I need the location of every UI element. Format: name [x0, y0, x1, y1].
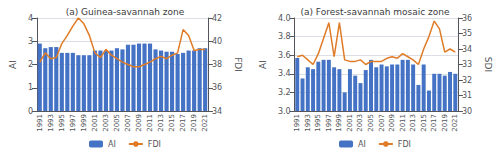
svg-text:1993: 1993	[304, 114, 312, 132]
svg-text:33: 33	[462, 60, 472, 69]
svg-text:2: 2	[28, 60, 33, 69]
svg-text:2005: 2005	[367, 114, 375, 132]
svg-text:2013: 2013	[409, 114, 417, 132]
svg-text:3.2: 3.2	[278, 88, 291, 97]
svg-text:32: 32	[462, 76, 472, 85]
svg-text:AI: AI	[258, 60, 268, 69]
svg-text:2015: 2015	[168, 114, 176, 132]
svg-text:2015: 2015	[420, 114, 428, 132]
svg-text:2019: 2019	[190, 114, 198, 132]
svg-text:3.6: 3.6	[278, 51, 291, 60]
svg-text:2009: 2009	[388, 114, 396, 132]
svg-text:40: 40	[212, 37, 222, 46]
svg-text:34: 34	[462, 45, 472, 54]
svg-text:1: 1	[28, 83, 33, 92]
svg-text:34: 34	[212, 107, 222, 116]
svg-text:35: 35	[462, 29, 472, 38]
svg-text:FDI: FDI	[233, 57, 243, 72]
svg-text:2013: 2013	[157, 114, 165, 132]
svg-text:2021: 2021	[201, 114, 209, 132]
svg-text:30: 30	[462, 107, 472, 116]
svg-text:1999: 1999	[335, 114, 343, 132]
svg-text:AI: AI	[8, 60, 18, 69]
svg-text:38: 38	[212, 60, 222, 69]
svg-text:1997: 1997	[325, 114, 333, 132]
svg-text:2005: 2005	[113, 114, 121, 132]
svg-text:FDI: FDI	[398, 140, 411, 149]
svg-text:36: 36	[462, 14, 472, 23]
svg-text:4: 4	[28, 14, 33, 23]
svg-text:42: 42	[212, 14, 222, 23]
svg-text:3: 3	[28, 37, 33, 46]
svg-text:2003: 2003	[102, 114, 110, 132]
svg-text:1993: 1993	[47, 114, 55, 132]
svg-text:2019: 2019	[441, 114, 449, 132]
svg-text:1999: 1999	[80, 114, 88, 132]
svg-text:1995: 1995	[314, 114, 322, 132]
svg-text:FDI: FDI	[148, 140, 161, 149]
svg-text:2017: 2017	[179, 114, 187, 132]
svg-text:31: 31	[462, 91, 472, 100]
svg-text:36: 36	[212, 83, 222, 92]
svg-text:(a) Guinea-savannah zone: (a) Guinea-savannah zone	[66, 7, 185, 17]
svg-text:2001: 2001	[346, 114, 354, 132]
svg-text:1991: 1991	[293, 114, 301, 132]
svg-text:2011: 2011	[399, 114, 407, 132]
svg-text:2021: 2021	[451, 114, 459, 132]
svg-text:SDI: SDI	[483, 57, 493, 72]
svg-text:2007: 2007	[124, 114, 132, 132]
svg-text:1991: 1991	[36, 114, 44, 132]
svg-text:AI: AI	[358, 140, 366, 149]
svg-text:2001: 2001	[91, 114, 99, 132]
svg-text:2017: 2017	[430, 114, 438, 132]
svg-text:2003: 2003	[356, 114, 364, 132]
svg-text:1995: 1995	[58, 114, 66, 132]
svg-text:(a) Forest-savannah mosaic zon: (a) Forest-savannah mosaic zone	[300, 7, 450, 17]
svg-text:1997: 1997	[69, 114, 77, 132]
svg-text:3.0: 3.0	[278, 107, 291, 116]
svg-text:4.0: 4.0	[278, 14, 291, 23]
svg-text:2007: 2007	[378, 114, 386, 132]
svg-text:2009: 2009	[135, 114, 143, 132]
svg-text:2011: 2011	[146, 114, 154, 132]
svg-text:3.8: 3.8	[278, 32, 291, 41]
svg-text:3.4: 3.4	[278, 69, 291, 78]
svg-text:0: 0	[28, 107, 33, 116]
svg-text:AI: AI	[108, 140, 116, 149]
